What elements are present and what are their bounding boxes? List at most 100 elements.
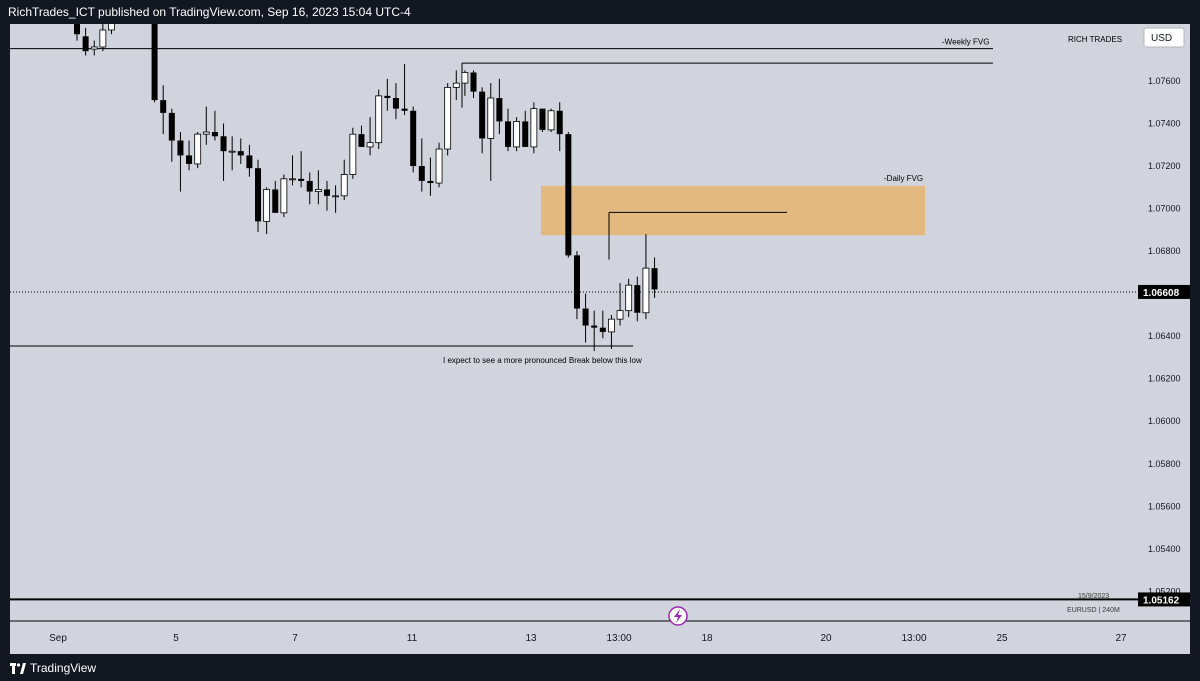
candle-body-bullish <box>108 24 115 31</box>
x-tick-label: 13:00 <box>606 633 631 644</box>
x-tick-label: 13:00 <box>901 633 926 644</box>
candle <box>237 138 244 164</box>
candle-body-bearish <box>82 36 89 52</box>
candle-body-bearish <box>591 325 598 328</box>
candle <box>634 276 641 322</box>
candle <box>82 27 89 56</box>
candle-body-bearish <box>186 155 193 164</box>
candle-body-bullish <box>289 178 296 181</box>
candle <box>246 144 253 177</box>
candle <box>616 283 624 326</box>
candle <box>470 70 477 99</box>
candle <box>547 108 555 133</box>
candle-body-bullish <box>547 110 555 131</box>
y-tick-label: 1.06000 <box>1148 416 1181 426</box>
candle <box>228 136 236 171</box>
candle-body-bearish <box>582 308 589 326</box>
watermark: RICH TRADES <box>1068 35 1122 44</box>
candle <box>358 125 365 147</box>
candle-body-bullish <box>444 86 452 150</box>
candlestick-chart[interactable]: 1.05200 1.05400 1.05600 1.05800 1.06000 1.062… <box>10 24 1190 654</box>
candle <box>280 174 288 218</box>
candle-body-bullish <box>608 318 615 333</box>
break-note-annotation: I expect to see a more pronounced Break … <box>443 356 642 365</box>
lightning-icon[interactable] <box>668 606 688 626</box>
y-tick-label: 1.05800 <box>1148 459 1181 469</box>
candle <box>435 142 443 188</box>
candle <box>444 83 452 156</box>
y-tick-label: 1.07400 <box>1148 119 1181 129</box>
currency-button-bg[interactable] <box>1143 27 1185 48</box>
candle-body-bearish <box>298 178 305 181</box>
candle-body-bearish <box>151 24 158 101</box>
candle <box>565 132 572 258</box>
x-tick-label: Sep <box>49 633 67 644</box>
candle <box>513 117 521 152</box>
candle <box>366 117 374 156</box>
chart-container[interactable]: 1.05200 1.05400 1.05600 1.05800 1.06000 1.062… <box>10 24 1190 654</box>
y-tick-label: 1.07200 <box>1148 161 1181 171</box>
candle-body-bullish <box>194 133 202 165</box>
candle <box>505 108 511 152</box>
candle-body-bearish <box>470 72 477 92</box>
candle <box>642 234 650 320</box>
candle-body-bullish <box>642 267 650 314</box>
candle <box>108 24 115 35</box>
candle <box>410 106 417 173</box>
tradingview-logo-icon <box>10 663 26 674</box>
candles <box>74 24 658 352</box>
currency-button[interactable]: USD <box>1151 33 1172 44</box>
candle <box>530 102 538 154</box>
symbol-label: EURUSD | 240M <box>1067 607 1120 614</box>
candle-body-bullish <box>314 189 322 192</box>
candle-body-bearish <box>427 180 434 184</box>
x-tick-label: 13 <box>525 633 537 644</box>
candle-body-bullish <box>90 46 98 50</box>
candle-body-bearish <box>651 268 658 290</box>
candle-body-bullish <box>99 29 107 48</box>
y-tick-label: 1.05400 <box>1148 544 1181 554</box>
x-tick-label: 7 <box>292 633 298 644</box>
candle-body-bullish <box>452 82 460 88</box>
x-tick-label: 20 <box>820 633 832 644</box>
candle <box>298 151 305 188</box>
candle-body-bearish <box>539 108 546 130</box>
candle-body-bearish <box>479 91 486 139</box>
candle-body-bearish <box>306 180 313 192</box>
candle <box>90 40 98 56</box>
candle-body-bearish <box>177 140 184 156</box>
candle-body-bullish <box>340 174 348 197</box>
y-tick-label: 1.05600 <box>1148 501 1181 511</box>
candle-body-bullish <box>375 95 383 144</box>
bottom-price-label-bg <box>1138 592 1190 607</box>
current-price-label-bg <box>1138 284 1190 299</box>
candle <box>522 110 529 147</box>
candle <box>202 106 210 145</box>
candle <box>496 78 503 135</box>
y-axis: 1.05200 1.05400 1.05600 1.05800 1.06000 1.062… <box>1148 33 1181 596</box>
candle <box>289 155 296 186</box>
candle <box>384 78 391 111</box>
candle-body-bullish <box>513 120 521 148</box>
candle-body-bearish <box>246 155 253 169</box>
candle <box>340 159 348 201</box>
candle-body-bearish <box>168 112 175 141</box>
y-tick-label: 1.06200 <box>1148 374 1181 384</box>
candle-body-bearish <box>599 327 606 332</box>
candle <box>220 123 227 181</box>
candle-body-bearish <box>392 98 399 109</box>
candle <box>375 89 383 150</box>
bottom-price-label: 1.05162 <box>1143 595 1180 606</box>
candle <box>255 159 262 232</box>
candle <box>323 180 330 211</box>
candle-body-bearish <box>505 121 511 147</box>
candle-body-bearish <box>220 136 227 152</box>
publish-header: RichTrades_ICT published on TradingView.… <box>0 0 1200 24</box>
candle-body-bearish <box>255 168 262 222</box>
candle-body-bullish <box>332 195 340 198</box>
candle <box>487 83 495 181</box>
daily-fvg-zone[interactable] <box>541 185 925 236</box>
candle <box>651 257 658 298</box>
x-tick-label: 25 <box>996 633 1008 644</box>
candle-body-bearish <box>410 110 417 167</box>
